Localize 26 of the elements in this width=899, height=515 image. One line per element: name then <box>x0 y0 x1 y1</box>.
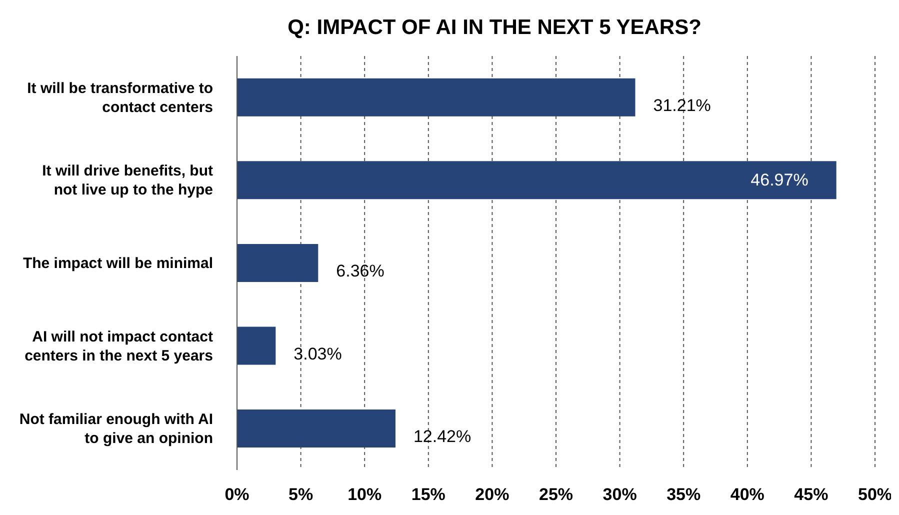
x-tick-label: 5% <box>288 485 314 504</box>
bar <box>237 326 276 365</box>
y-tick-label: AI will not impact contact centers in the next 5 years <box>24 328 213 364</box>
x-tick-label: 30% <box>602 485 637 504</box>
y-tick-label: It will drive benefits, but not live up to the hype <box>42 162 213 198</box>
chart-title: Q: IMPACT OF AI IN THE NEXT 5 YEARS? <box>286 15 702 41</box>
x-tick-label: 45% <box>794 485 828 504</box>
bar <box>237 410 396 448</box>
y-tick-label: It will be transformative to contact centers <box>27 79 213 116</box>
y-tick-label: Not familiar enough with AI to give an opinion <box>19 410 213 447</box>
data-label: 3.03% <box>294 344 342 364</box>
bar <box>237 161 836 200</box>
data-label: 12.42% <box>413 427 472 446</box>
y-tick-label: The impact will be minimal <box>22 254 213 272</box>
x-tick-label: 40% <box>730 485 764 504</box>
bar <box>237 78 636 116</box>
x-tick-label: 15% <box>411 485 446 504</box>
x-tick-label: 10% <box>348 485 382 504</box>
bar <box>237 244 318 282</box>
x-tick-label: 35% <box>666 485 701 504</box>
data-label: 31.21% <box>653 96 711 115</box>
data-label: 46.97% <box>750 170 808 190</box>
x-tick-label: 25% <box>538 485 574 504</box>
x-tick-label: 0% <box>224 485 250 504</box>
x-tick-label: 20% <box>475 485 510 504</box>
data-label: 6.36% <box>336 261 384 280</box>
